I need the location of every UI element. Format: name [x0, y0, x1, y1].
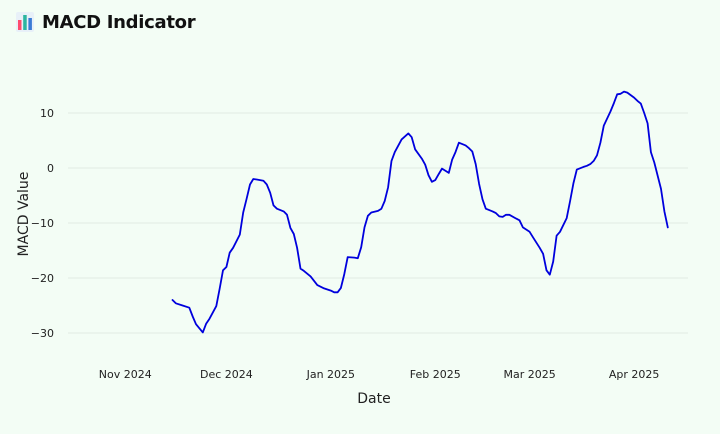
- chart-header: MACD Indicator: [16, 8, 196, 36]
- y-tick-label: 0: [47, 162, 54, 175]
- series-layer: [171, 90, 669, 334]
- x-tick-label: Apr 2025: [609, 368, 660, 381]
- y-tick-label: −30: [31, 327, 54, 340]
- x-tick-label: Mar 2025: [504, 368, 556, 381]
- x-tick-label: Feb 2025: [410, 368, 461, 381]
- macd-series-line: [171, 90, 669, 334]
- x-tick-label: Jan 2025: [306, 368, 355, 381]
- grid-lines: [68, 112, 688, 334]
- page-title: MACD Indicator: [42, 11, 196, 33]
- y-tick-label: −20: [31, 272, 54, 285]
- y-axis-title: MACD Value: [16, 172, 32, 257]
- y-tick-label: −10: [31, 217, 54, 230]
- x-tick-label: Dec 2024: [200, 368, 253, 381]
- y-axis-ticks: 10 0 −10 −20 −30: [31, 107, 54, 340]
- x-axis-ticks: Nov 2024 Dec 2024 Jan 2025 Feb 2025 Mar 2025…: [99, 368, 660, 381]
- x-axis-title: Date: [357, 391, 390, 407]
- x-tick-label: Nov 2024: [99, 368, 152, 381]
- bar-chart-icon: [16, 12, 34, 32]
- y-tick-label: 10: [40, 107, 54, 120]
